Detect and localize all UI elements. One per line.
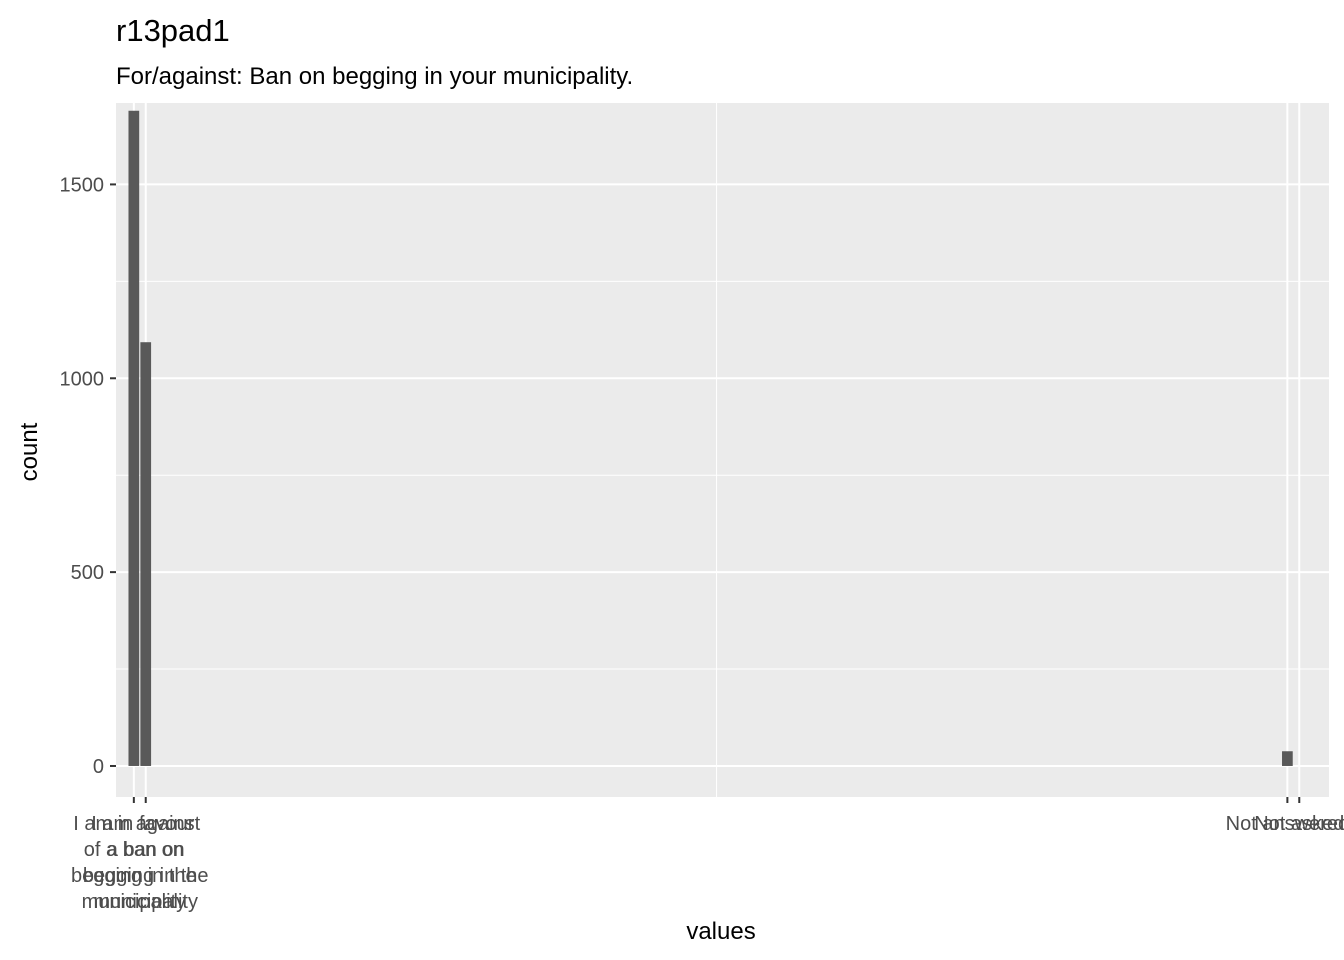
bar: [140, 342, 152, 766]
x-tick-label: Not asked: [1254, 813, 1344, 835]
chart-subtitle: For/against: Ban on begging in your muni…: [116, 63, 633, 90]
y-axis: 0 500 1000 1500: [60, 174, 116, 778]
y-tick-label: 1000: [60, 368, 105, 390]
y-tick-label: 500: [71, 562, 104, 584]
bar: [1282, 751, 1293, 766]
chart-title: r13pad1: [116, 13, 230, 48]
x-tick-label: I am in favour of a ban on begging in the m…: [71, 813, 197, 913]
bars: [128, 110, 1293, 766]
y-tick-label: 0: [93, 756, 104, 778]
y-tick-label: 1500: [60, 174, 105, 196]
y-axis-title: count: [16, 422, 43, 481]
bar: [128, 110, 140, 766]
plot-panel: [116, 103, 1329, 797]
x-tick-label: Not answered: [1226, 813, 1344, 835]
x-tick-label: I am against a ban on begging in the munici…: [83, 813, 209, 913]
x-axis: I am in favour of a ban on begging in the m…: [71, 797, 1344, 913]
x-axis-title: values: [686, 918, 755, 945]
